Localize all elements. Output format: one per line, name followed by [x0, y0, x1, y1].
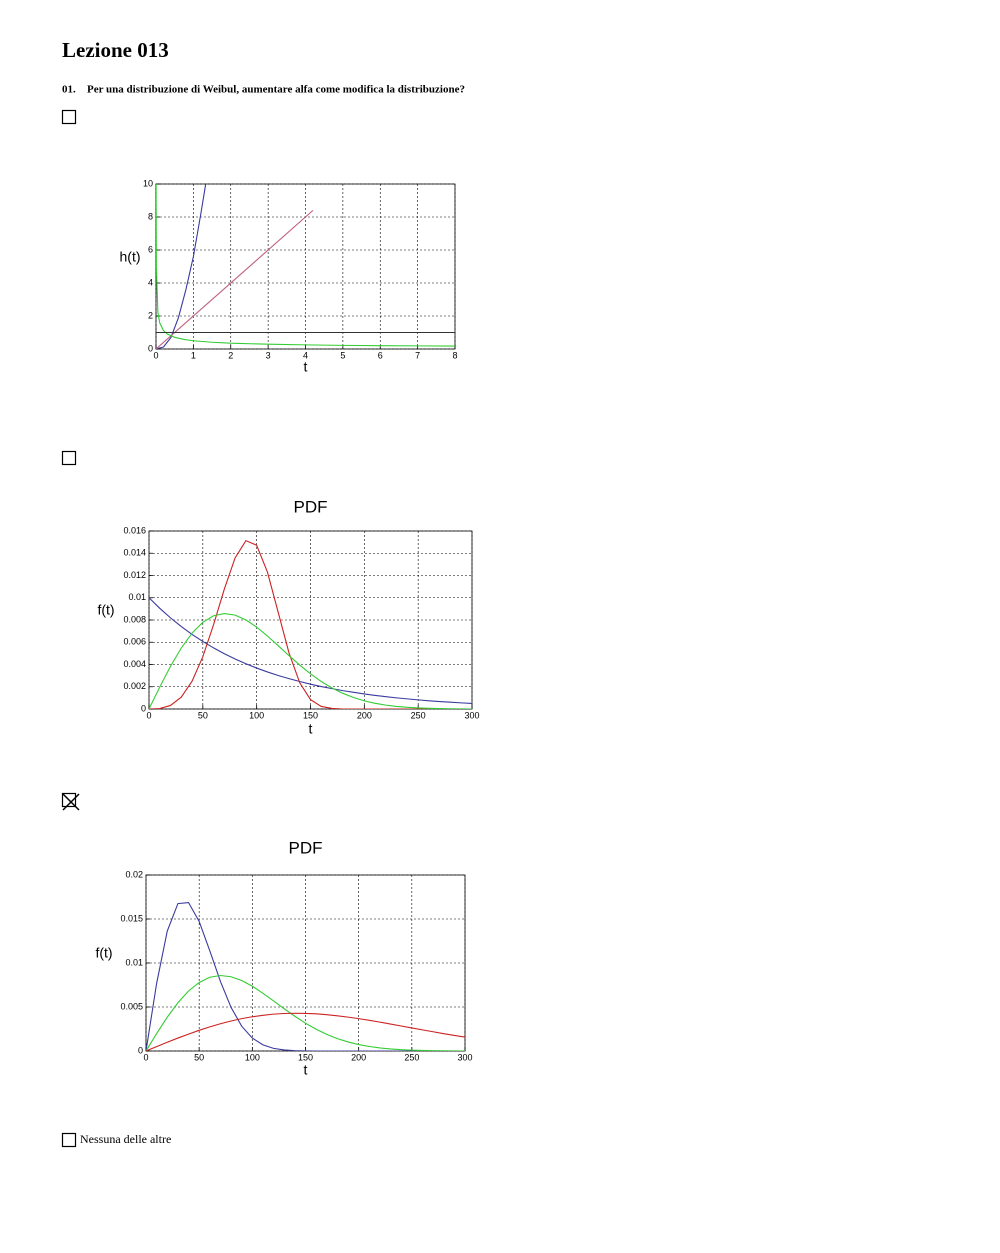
series-line [149, 597, 472, 704]
y-tick-label: 8 [148, 211, 153, 221]
x-tick-label: 300 [457, 1052, 472, 1062]
x-tick-label: 1 [191, 350, 196, 360]
y-axis-label: h(t) [120, 249, 141, 265]
x-axis-label: t [309, 721, 313, 737]
y-tick-label: 2 [148, 310, 153, 320]
y-tick-label: 0 [138, 1045, 143, 1055]
x-tick-label: 100 [245, 1052, 260, 1062]
y-tick-label: 0.008 [123, 614, 146, 624]
y-tick-label: 0.006 [123, 637, 146, 647]
question-number: 01. [62, 84, 76, 96]
x-tick-label: 0 [146, 710, 151, 720]
x-tick-label: 250 [411, 710, 426, 720]
y-axis-label: f(t) [95, 945, 112, 961]
x-axis-label: t [304, 359, 308, 375]
checkbox [61, 450, 77, 466]
chart-title: PDF [289, 838, 323, 857]
x-tick-label: 150 [303, 710, 318, 720]
x-tick-label: 200 [357, 710, 372, 720]
chart-title: PDF [294, 497, 328, 516]
x-axis-label: t [304, 1062, 308, 1078]
x-tick-label: 2 [228, 350, 233, 360]
y-tick-label: 0.01 [125, 957, 143, 967]
series-line [146, 901, 465, 1051]
y-tick-label: 0 [141, 703, 146, 713]
y-tick-label: 6 [148, 244, 153, 254]
y-tick-label: 0.02 [125, 869, 143, 879]
x-tick-label: 7 [415, 350, 420, 360]
series-line [156, 209, 314, 349]
x-tick-label: 300 [464, 710, 479, 720]
y-tick-label: 0.014 [123, 548, 146, 558]
x-tick-label: 4 [303, 350, 308, 360]
y-tick-label: 0.01 [128, 592, 146, 602]
y-tick-label: 0.004 [123, 659, 146, 669]
x-tick-label: 150 [298, 1052, 313, 1062]
series-line [149, 539, 472, 709]
series-line [146, 1012, 465, 1051]
option-label: Nessuna delle altre [80, 1132, 171, 1146]
plot-frame [148, 530, 473, 710]
y-tick-label: 0.002 [123, 681, 146, 691]
series-line [146, 974, 465, 1051]
checkbox [61, 792, 77, 808]
x-tick-label: 0 [153, 350, 158, 360]
series-line [156, 183, 455, 347]
y-tick-label: 10 [143, 178, 153, 188]
y-axis-label: f(t) [97, 602, 114, 618]
x-tick-label: 6 [378, 350, 383, 360]
x-tick-label: 8 [452, 350, 457, 360]
x-tick-label: 5 [340, 350, 345, 360]
x-tick-label: 250 [404, 1052, 419, 1062]
series-line [156, 183, 207, 349]
y-tick-label: 0.005 [120, 1001, 143, 1011]
x-tick-label: 100 [249, 710, 264, 720]
x-tick-label: 3 [266, 350, 271, 360]
y-tick-label: 0 [148, 343, 153, 353]
question-text: Per una distribuzione di Weibul, aumenta… [87, 84, 465, 96]
y-tick-label: 0.016 [123, 525, 146, 535]
x-tick-label: 200 [351, 1052, 366, 1062]
checkbox [61, 109, 77, 125]
y-tick-label: 0.012 [123, 570, 146, 580]
y-tick-label: 0.015 [120, 913, 143, 923]
x-tick-label: 50 [198, 710, 208, 720]
series-line [149, 612, 472, 709]
page-title: Lezione 013 [62, 38, 169, 62]
x-tick-label: 50 [194, 1052, 204, 1062]
checkbox [61, 1132, 77, 1148]
y-tick-label: 4 [148, 277, 153, 287]
check-mark [62, 793, 80, 811]
x-tick-label: 0 [143, 1052, 148, 1062]
